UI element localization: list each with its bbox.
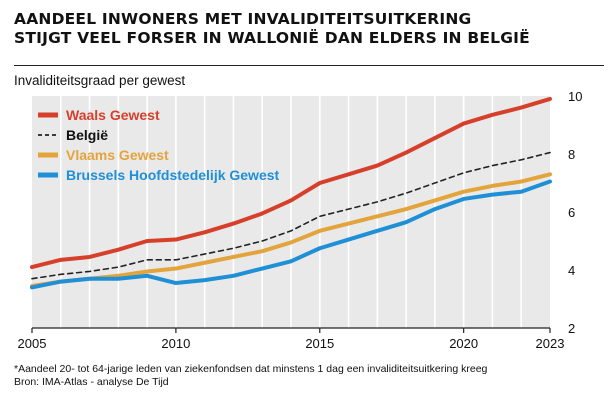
title-divider <box>14 65 604 66</box>
y-tick-label-10: 10 <box>568 89 582 104</box>
legend-label-1: Waals Gewest <box>66 107 160 123</box>
footnote-source: Bron: IMA-Atlas - analyse De Tijd <box>14 376 169 388</box>
x-tick-label-2015: 2015 <box>305 336 334 351</box>
y-tick-label-4: 4 <box>568 263 575 278</box>
series-line-3 <box>30 172 552 288</box>
y-tick-label-2: 2 <box>568 321 575 336</box>
series-line-2 <box>31 151 551 280</box>
legend-label-4: Brussels Hoofdstedelijk Gewest <box>66 167 280 183</box>
y-tick-label-8: 8 <box>568 147 575 162</box>
legend-label-3: Vlaams Gewest <box>66 147 169 163</box>
series-line-4 <box>30 179 552 290</box>
chart-title-line-2: STIJGT VEEL FORSER IN WALLONIË DAN ELDER… <box>14 29 530 47</box>
chart-title-line-1: AANDEEL INWONERS MET INVALIDITEITSUITKER… <box>14 10 472 28</box>
chart-title: AANDEEL INWONERS MET INVALIDITEITSUITKER… <box>14 10 604 48</box>
y-tick-label-6: 6 <box>568 205 575 220</box>
chart-footnote: *Aandeel 20- tot 64-jarige leden van zie… <box>14 363 610 389</box>
x-tick-label-2023: 2023 <box>536 336 565 351</box>
x-tick-label-2020: 2020 <box>449 336 478 351</box>
x-tick-label-2010: 2010 <box>161 336 190 351</box>
series-line-1 <box>30 96 552 270</box>
legend-label-2: België <box>66 127 108 143</box>
x-tick-label-2005: 2005 <box>18 336 47 351</box>
chart-subtitle: Invaliditeitsgraad per gewest <box>14 73 186 88</box>
footnote-definition: *Aandeel 20- tot 64-jarige leden van zie… <box>14 363 488 375</box>
